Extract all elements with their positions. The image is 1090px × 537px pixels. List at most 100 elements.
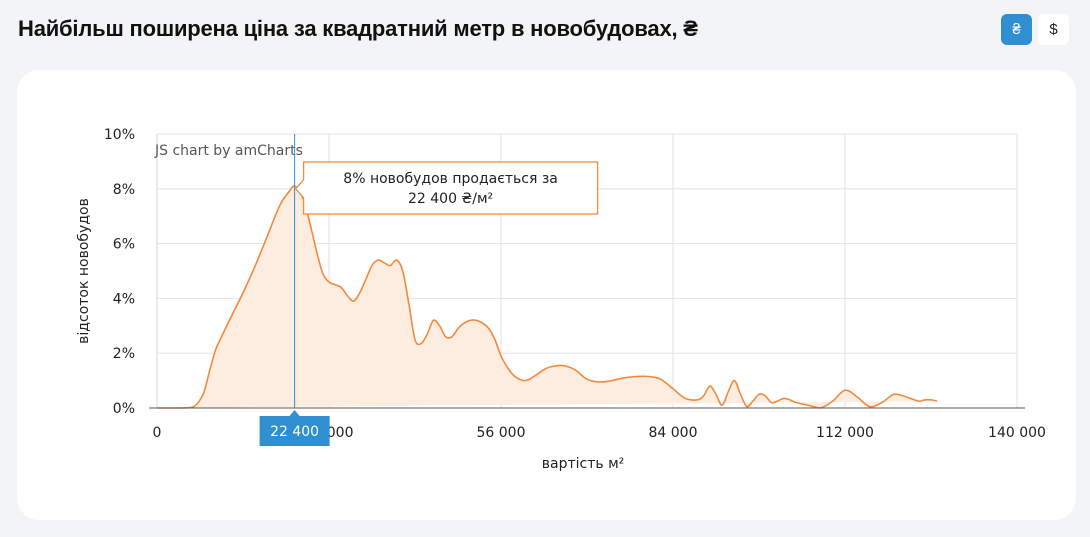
- data-point: [396, 260, 397, 261]
- data-point: [193, 406, 194, 407]
- data-point: [611, 380, 612, 381]
- data-point: [421, 343, 422, 344]
- data-point: [967, 70, 968, 71]
- data-point: [464, 323, 465, 324]
- chart-cursor: 22 400 8% новобудов продається за 22 400 ₴…: [259, 134, 599, 446]
- distribution-area-fill: [157, 186, 938, 408]
- data-point: [267, 235, 268, 236]
- data-point: [716, 394, 717, 395]
- data-point: [482, 323, 483, 324]
- tooltip-box: [294, 161, 599, 215]
- data-point: [322, 273, 323, 274]
- cursor-pointer: [289, 410, 300, 416]
- data-point: [537, 373, 538, 374]
- data-point: [221, 336, 222, 337]
- data-point: [574, 369, 575, 370]
- currency-usd-button[interactable]: $: [1038, 14, 1069, 45]
- currency-toggle: ₴ $: [1001, 14, 1069, 45]
- data-point: [587, 379, 588, 380]
- data-point: [685, 398, 686, 399]
- data-point: [215, 350, 216, 351]
- data-point: [636, 376, 637, 377]
- data-point: [476, 320, 477, 321]
- data-point: [347, 295, 348, 296]
- data-point: [703, 395, 704, 396]
- data-point: [445, 336, 446, 337]
- currency-uah-button[interactable]: ₴: [1001, 14, 1032, 45]
- tooltip-line-2: 22 400 ₴/м²: [408, 191, 493, 207]
- area-layer: [156, 70, 1018, 409]
- data-point: [209, 372, 210, 373]
- data-point: [955, 70, 956, 71]
- data-point: [648, 376, 649, 377]
- data-point: [378, 260, 379, 261]
- data-point: [415, 339, 416, 340]
- data-point: [924, 399, 925, 400]
- data-point: [906, 397, 907, 398]
- data-point: [353, 301, 354, 302]
- y-tick-labels: 0% 2% 4% 6% 8% 10%: [104, 127, 135, 417]
- data-point: [550, 366, 551, 367]
- data-point: [433, 320, 434, 321]
- distribution-line: [156, 185, 938, 409]
- data-point: [531, 377, 532, 378]
- cursor-x-label-box: [259, 416, 330, 446]
- data-point: [709, 386, 710, 387]
- data-point: [1017, 70, 1018, 71]
- data-point: [408, 303, 409, 304]
- y-tick-label: 8%: [113, 182, 135, 198]
- data-point: [384, 262, 385, 263]
- data-point: [243, 292, 244, 293]
- data-point: [390, 265, 391, 266]
- data-point: [980, 70, 981, 71]
- x-tick-label: 140 000: [988, 425, 1046, 441]
- watermark[interactable]: JS chart by amCharts: [154, 143, 303, 159]
- data-point: [697, 399, 698, 400]
- data-point: [494, 339, 495, 340]
- data-point: [943, 402, 944, 403]
- page-title: Найбільш поширена ціна за квадратний мет…: [18, 16, 698, 41]
- data-point: [255, 265, 256, 266]
- y-axis-label: відсоток новобудов: [76, 198, 92, 344]
- data-point: [752, 401, 753, 402]
- data-point: [795, 402, 796, 403]
- data-point: [525, 380, 526, 381]
- data-point: [507, 366, 508, 367]
- data-point: [673, 388, 674, 389]
- data-point: [279, 205, 280, 206]
- data-point: [365, 279, 366, 280]
- data-point: [845, 390, 846, 391]
- data-point: [230, 317, 231, 318]
- data-point: [359, 292, 360, 293]
- data-point: [937, 401, 938, 402]
- data-point: [728, 391, 729, 392]
- data-point: [660, 379, 661, 380]
- data-point: [777, 401, 778, 402]
- data-point: [599, 382, 600, 383]
- y-tick-label: 10%: [104, 127, 135, 143]
- data-point: [771, 402, 772, 403]
- data-point: [289, 191, 290, 192]
- data-point: [316, 251, 317, 252]
- data-point: [402, 271, 403, 272]
- data-point: [1004, 70, 1005, 71]
- y-tick-label: 0%: [113, 401, 135, 417]
- x-tick-label: 84 000: [649, 425, 698, 441]
- y-tick-label: 2%: [113, 346, 135, 362]
- data-point: [722, 405, 723, 406]
- data-point: [789, 399, 790, 400]
- data-point: [974, 70, 975, 71]
- data-point: [329, 282, 330, 283]
- data-point: [623, 377, 624, 378]
- x-axis-label: вартість м²: [542, 456, 625, 472]
- data-point: [931, 399, 932, 400]
- data-point: [335, 284, 336, 285]
- data-point: [881, 402, 882, 403]
- data-point: [513, 375, 514, 376]
- data-point: [832, 401, 833, 402]
- data-point: [562, 365, 563, 366]
- data-point: [759, 394, 760, 395]
- data-point: [746, 406, 747, 407]
